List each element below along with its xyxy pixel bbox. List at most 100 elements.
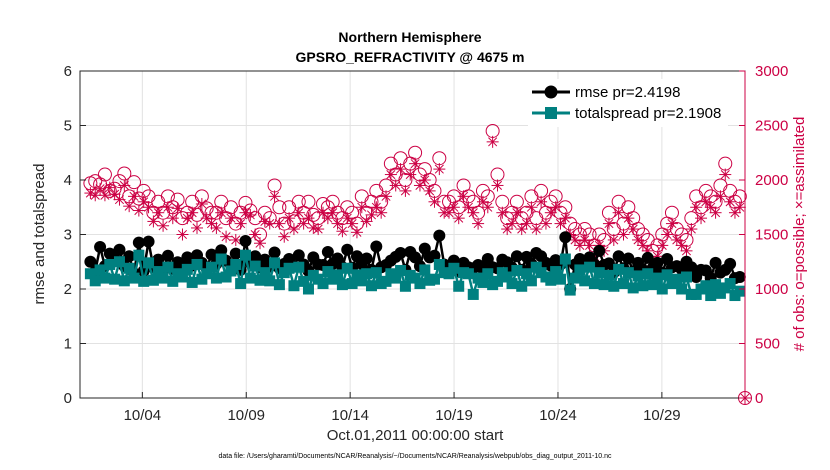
assimilated-obs-point xyxy=(162,201,174,213)
assimilated-obs-point xyxy=(453,212,465,224)
assimilated-obs-point xyxy=(220,231,232,243)
rmse-point xyxy=(361,252,373,264)
assimilated-obs-point xyxy=(467,207,479,219)
totalspread-point xyxy=(303,284,314,295)
totalspread-point xyxy=(361,268,372,279)
totalspread-point xyxy=(676,284,687,295)
rmse-point xyxy=(143,236,155,248)
y-right-tick-label: 500 xyxy=(755,336,780,353)
totalspread-point xyxy=(250,261,261,272)
possible-obs-point xyxy=(137,184,150,197)
totalspread-point xyxy=(560,254,571,265)
rmse-point xyxy=(433,230,445,242)
x-tick-label: 10/24 xyxy=(539,407,577,424)
totalspread-point xyxy=(162,262,173,273)
totalspread-point xyxy=(526,275,537,286)
y-left-tick-label: 3 xyxy=(64,227,72,244)
assimilated-obs-point xyxy=(99,189,111,201)
totalspread-point xyxy=(734,286,745,297)
totalspread-point xyxy=(584,262,595,273)
y-right-tick-label: 3000 xyxy=(755,63,788,80)
totalspread-point xyxy=(448,263,459,274)
assimilated-obs-point xyxy=(172,202,184,214)
assimilated-obs-point xyxy=(186,207,198,219)
y-right-tick-label: 2500 xyxy=(755,118,788,135)
totalspread-point xyxy=(99,273,110,284)
totalspread-point xyxy=(240,250,251,261)
assimilated-obs-point xyxy=(491,179,503,191)
assimilated-obs-point xyxy=(719,169,731,181)
totalspread-point xyxy=(138,276,149,287)
possible-obs-point xyxy=(719,157,732,170)
assimilated-obs-point xyxy=(152,207,164,219)
totalspread-point xyxy=(119,275,130,286)
possible-obs-point xyxy=(530,212,543,225)
possible-obs-point xyxy=(496,195,509,208)
assimilated-obs-point xyxy=(254,237,266,249)
y-right-tick-label: 0 xyxy=(755,390,763,407)
totalspread-point xyxy=(293,262,304,273)
totalspread-point xyxy=(419,264,430,275)
x-tick-label: 10/14 xyxy=(331,407,369,424)
y-right-tick-label: 1000 xyxy=(755,281,788,298)
totalspread-point xyxy=(133,250,144,261)
totalspread-point xyxy=(342,263,353,274)
totalspread-point xyxy=(264,275,275,286)
totalspread-point xyxy=(187,277,198,288)
assimilated-obs-point xyxy=(734,201,746,213)
assimilated-obs-point xyxy=(259,215,271,227)
totalspread-point xyxy=(366,280,377,291)
assimilated-obs-point xyxy=(661,229,673,241)
totalspread-point xyxy=(90,275,101,286)
assimilated-obs-point xyxy=(215,207,227,219)
possible-obs-point xyxy=(535,184,548,197)
assimilated-obs-point xyxy=(433,163,445,175)
possible-obs-point xyxy=(486,124,499,137)
totalspread-point xyxy=(284,263,295,274)
legend-rmse-label: rmse pr=2.4198 xyxy=(575,84,680,101)
rmse-point xyxy=(724,258,736,270)
totalspread-point xyxy=(633,270,644,281)
possible-obs-point xyxy=(341,201,354,214)
assimilated-obs-point xyxy=(293,207,305,219)
y-left-tick-label: 2 xyxy=(64,281,72,298)
y-left-tick-label: 4 xyxy=(64,172,72,189)
assimilated-obs-point xyxy=(656,239,668,251)
assimilated-obs-point xyxy=(399,185,411,197)
y-right-tick-label: 1500 xyxy=(755,227,788,244)
assimilated-obs-point xyxy=(472,218,484,230)
totalspread-point xyxy=(642,268,653,279)
totalspread-point xyxy=(618,278,629,289)
assimilated-obs-point xyxy=(191,222,203,234)
totalspread-point xyxy=(414,278,425,289)
assimilated-obs-point xyxy=(530,223,542,235)
possible-obs-point xyxy=(98,168,111,181)
assimilated-obs-point xyxy=(283,212,295,224)
legend-spread-marker xyxy=(545,107,557,119)
possible-obs-point xyxy=(699,184,712,197)
totalspread-point xyxy=(371,267,382,278)
totalspread-point xyxy=(245,273,256,284)
totalspread-point xyxy=(705,290,716,301)
assimilated-obs-point xyxy=(695,212,707,224)
x-tick-label: 10/29 xyxy=(643,407,681,424)
totalspread-point xyxy=(603,270,614,281)
possible-obs-point xyxy=(224,201,237,214)
totalspread-point xyxy=(608,281,619,292)
assimilated-obs-point xyxy=(680,245,692,257)
assimilated-obs-point xyxy=(506,218,518,230)
assimilated-obs-point xyxy=(336,225,348,237)
possible-obs-point xyxy=(355,190,368,203)
rmse-point xyxy=(370,240,382,252)
totalspread-point xyxy=(594,267,605,278)
totalspread-point xyxy=(337,279,348,290)
possible-obs-point xyxy=(215,195,228,208)
totalspread-point xyxy=(124,263,135,274)
assimilated-obs-point xyxy=(244,209,256,221)
assimilated-obs-point xyxy=(380,190,392,202)
legend: rmse pr=2.4198 totalspread pr=2.1908 xyxy=(528,79,728,127)
assimilated-obs-point xyxy=(622,212,634,224)
totalspread-point xyxy=(235,278,246,289)
x-tick-label: 10/19 xyxy=(435,407,473,424)
